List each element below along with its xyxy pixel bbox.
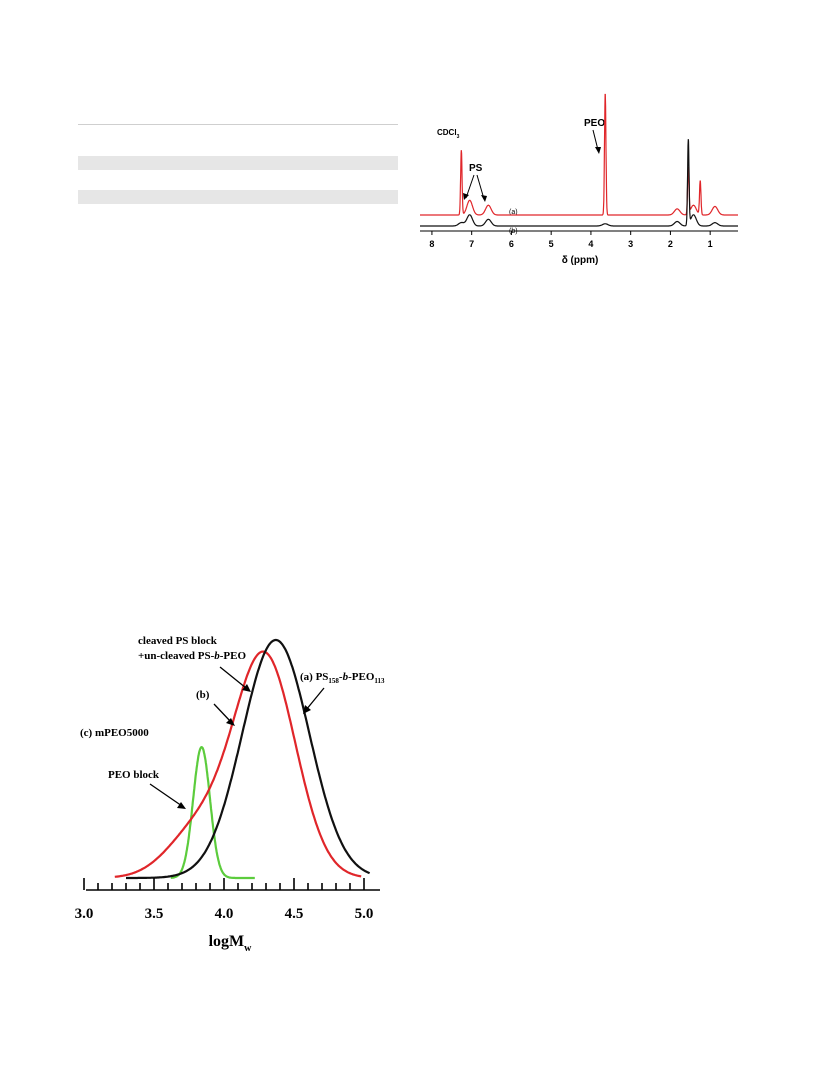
gpc-trace-c: [170, 745, 255, 880]
nmr-tick-label: 4: [588, 239, 593, 249]
nmr-tick-label: 6: [509, 239, 514, 249]
ps-arrow-2: [476, 174, 485, 200]
ps-arrow-head-2: [481, 195, 487, 202]
ps-arrow-head-1: [463, 193, 469, 200]
table-rule: [78, 124, 398, 125]
nmr-tick-label: 7: [469, 239, 474, 249]
peo-block-arrow-head: [177, 802, 186, 809]
a-arrow: [305, 687, 325, 711]
annotation-cleaved-line2: +un-cleaved PS-b-PEO: [138, 650, 246, 662]
a-arrow-head: [303, 705, 311, 714]
table-row-band: [78, 190, 398, 204]
gpc-trace-chart: cleaved PS block +un-cleaved PS-b-PEO (b…: [75, 635, 385, 954]
gpc-tick-label: 5.0: [355, 906, 374, 922]
gpc-tick-label: 4.0: [215, 906, 234, 922]
gpc-tick-label: 3.5: [145, 906, 164, 922]
cleaved-arrow-head: [242, 684, 251, 692]
nmr-trace-a: [420, 93, 738, 216]
gpc-trace-b: [114, 650, 362, 878]
nmr-x-axis-label: δ (ppm): [562, 255, 599, 266]
annotation-c: (c) mPEO5000: [80, 727, 149, 739]
gpc-tick-label: 3.0: [75, 906, 94, 922]
peo-arrow-head: [595, 147, 601, 154]
cleaved-arrow: [219, 666, 247, 689]
nmr-tick-label: 2: [668, 239, 673, 249]
nmr-tick-label: 8: [429, 239, 434, 249]
gpc-tick-label: 4.5: [285, 906, 304, 922]
b-arrow-head: [226, 718, 235, 726]
nmr-tick-label: 1: [708, 239, 713, 249]
annotation-peo-block: PEO block: [108, 769, 160, 781]
peak-label-cdcl3: CDCl3: [437, 128, 460, 140]
gpc-x-axis-label: logMw: [209, 933, 253, 954]
table-row-band: [78, 156, 398, 170]
nmr-tick-label: 3: [628, 239, 633, 249]
peo-block-arrow: [149, 783, 183, 807]
annotation-cleaved-line1: cleaved PS block: [138, 635, 218, 647]
series-label-a: (a): [509, 209, 518, 216]
annotation-b: (b): [196, 689, 210, 701]
nmr-trace-b: [420, 139, 738, 227]
annotation-a: (a) PS158-b-PEO113: [300, 671, 385, 685]
ps-arrow-1: [465, 174, 475, 199]
peak-label-ps: PS: [469, 163, 483, 174]
peak-label-peo: PEO: [584, 118, 605, 129]
b-arrow: [213, 703, 232, 723]
peo-arrow: [592, 129, 599, 151]
nmr-tick-label: 5: [549, 239, 554, 249]
gpc-trace-a: [126, 638, 371, 880]
